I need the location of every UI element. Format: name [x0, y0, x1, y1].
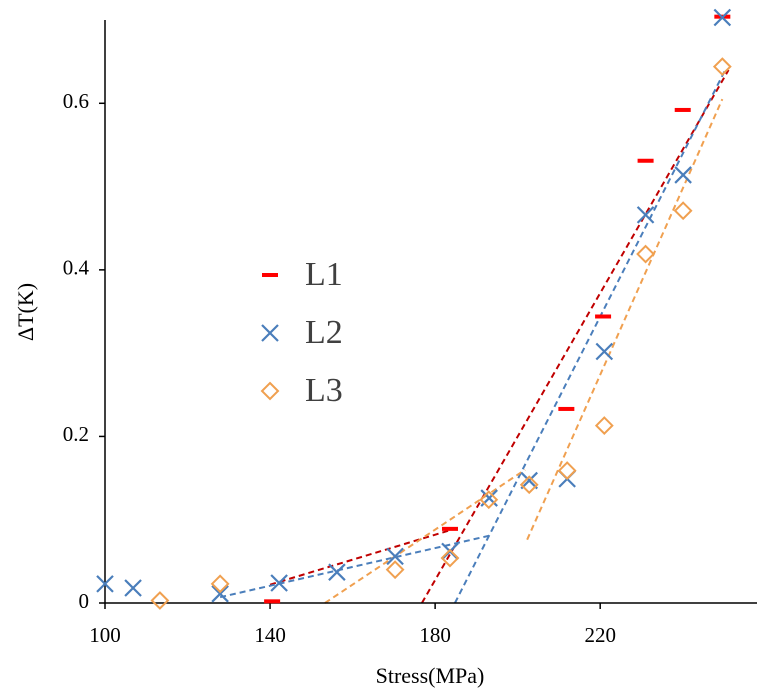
legend-marker [262, 273, 278, 277]
point [594, 416, 614, 436]
legend-label: L1 [305, 256, 343, 293]
point [210, 574, 230, 594]
point [636, 244, 655, 264]
point [211, 585, 229, 603]
trendline [269, 526, 461, 586]
y-tick-label: 0.2 [63, 422, 89, 446]
point [264, 599, 281, 604]
point [440, 548, 460, 568]
legend-marker [260, 381, 280, 401]
point [479, 490, 499, 510]
trendline [454, 69, 727, 604]
y-tick-label: 0 [79, 589, 90, 613]
point [124, 579, 142, 597]
point [674, 107, 691, 112]
x-axis-title: Stress(MPa) [376, 663, 485, 688]
point [328, 563, 346, 581]
point [385, 560, 405, 580]
point [595, 342, 614, 361]
trendline [526, 98, 724, 541]
point [713, 8, 732, 27]
point [595, 314, 612, 319]
point [557, 461, 577, 480]
y-axis-title: ΔT(K) [13, 283, 38, 341]
x-tick-label: 180 [419, 623, 451, 647]
y-tick-label: 0.6 [63, 89, 89, 113]
point [637, 158, 654, 163]
point [270, 574, 288, 592]
legend-label: L2 [305, 314, 343, 351]
x-tick-label: 220 [584, 623, 616, 647]
point [386, 547, 404, 566]
trendline [324, 468, 526, 604]
point [519, 475, 539, 495]
point [636, 206, 655, 224]
point [520, 471, 538, 490]
point [441, 526, 458, 531]
point [674, 166, 692, 184]
x-tick-label: 140 [254, 623, 286, 647]
trendline [421, 69, 730, 604]
point [558, 406, 575, 411]
x-tick-label: 100 [89, 623, 121, 647]
legend-label: L3 [305, 372, 343, 409]
y-tick-label: 0.4 [63, 256, 90, 280]
legend-marker [261, 324, 279, 342]
point [673, 201, 693, 221]
point [96, 575, 114, 593]
point [150, 591, 170, 610]
point [712, 57, 732, 77]
